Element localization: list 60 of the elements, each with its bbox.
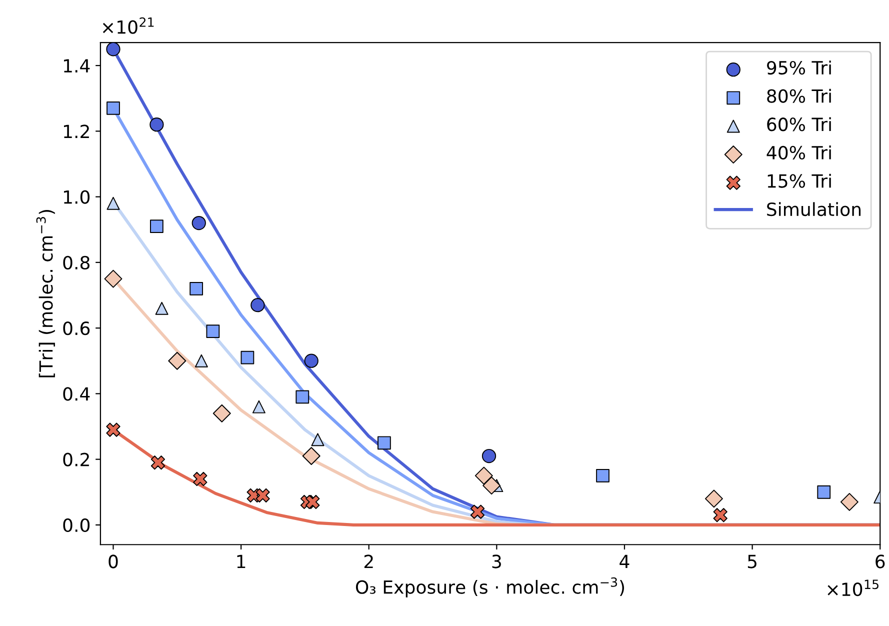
point (311, 433, 324, 446)
point (306, 494, 320, 510)
x-tick-label: 3 (492, 554, 501, 568)
point (302, 447, 320, 466)
point (250, 298, 265, 312)
point (474, 466, 493, 485)
point (206, 324, 220, 338)
legend-label: 95% Tri (767, 60, 831, 75)
y-tick-label: 1.2 (64, 124, 89, 138)
point (296, 390, 310, 404)
point (252, 400, 266, 414)
point (106, 196, 120, 210)
point (256, 488, 270, 502)
point (106, 42, 120, 56)
point (482, 448, 496, 464)
x-tick-label: 2 (364, 554, 373, 568)
x-tick-label: 1 (237, 554, 246, 568)
point (713, 508, 728, 522)
x-tick-label: 6 (876, 554, 885, 568)
point (596, 469, 610, 482)
point (240, 350, 254, 364)
legend-label: Simulation (767, 202, 861, 216)
x-axis-title: O₃ Exposure (s · molec. cm$^{−3}$) (356, 577, 624, 598)
legend-label: 15% Tri (768, 174, 831, 188)
text: ×10$^{21}$ (102, 17, 154, 34)
x-tick-label: 0 (108, 554, 118, 568)
legend-label: 60% Tri (767, 117, 831, 132)
y-tick-label: 1.0 (64, 190, 90, 204)
point (304, 354, 318, 368)
legend-label: 40% Tri (766, 146, 831, 160)
x-tick-label: 4 (620, 554, 630, 568)
y-tick-label: 1.4 (64, 59, 90, 72)
y-tick-label: 0.4 (63, 387, 90, 401)
point (106, 102, 120, 115)
point (193, 472, 208, 486)
point (192, 216, 206, 230)
point (150, 220, 164, 234)
point (704, 490, 723, 508)
y-tick-label: 0.2 (63, 452, 89, 466)
point (104, 270, 122, 288)
text: ×10$^{15}$ (828, 580, 878, 596)
y-tick-label: 0.0 (63, 518, 90, 532)
point (194, 354, 208, 368)
point (168, 352, 186, 370)
legend-label: 80% Tri (767, 88, 831, 103)
point (150, 118, 164, 132)
point (817, 485, 831, 499)
point (190, 282, 204, 296)
point (378, 436, 391, 450)
y-axis-title: [Tri] (molec. cm$^{−3}$) (36, 210, 55, 378)
point (106, 422, 120, 437)
point (150, 456, 166, 470)
point (840, 492, 858, 511)
y-tick-label: 0.8 (63, 256, 90, 270)
point (155, 302, 168, 315)
y-tick-label: 0.6 (63, 322, 90, 336)
point (482, 476, 501, 495)
x-tick-label: 5 (748, 554, 756, 568)
point (212, 404, 231, 422)
point (470, 504, 485, 519)
